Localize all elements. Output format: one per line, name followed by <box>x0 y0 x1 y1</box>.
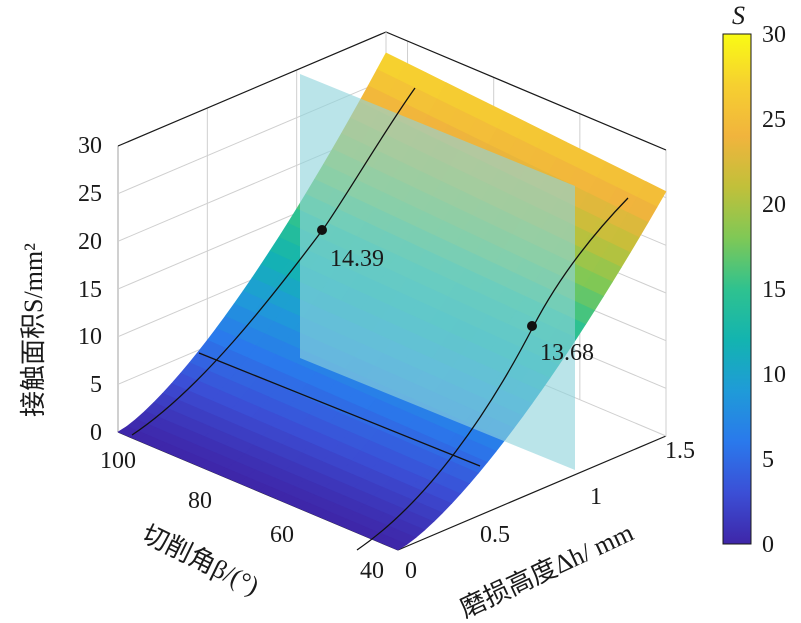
data-point-label: 13.68 <box>540 340 594 366</box>
colorbar-ticks: 0 5 10 15 20 25 30 <box>762 22 786 558</box>
data-point <box>317 225 327 235</box>
colorbar-tick-label: 5 <box>762 447 774 473</box>
surface-curves <box>131 87 629 551</box>
annotation-points: 14.39 13.68 <box>317 225 594 366</box>
z-tick-label: 5 <box>90 372 102 398</box>
colorbar-bar <box>722 33 752 545</box>
y-axis-title: 切削角β/(°) <box>137 519 263 600</box>
x-tick-label: 1.5 <box>665 438 695 464</box>
x-tick-label: 0.5 <box>480 522 510 548</box>
x-tick-label: 0 <box>405 558 417 584</box>
z-axis-title: 接触面积S/mm² <box>19 243 48 417</box>
x-tick-label: 1 <box>590 484 602 510</box>
curve-beta-100 <box>131 87 416 436</box>
z-tick-label: 25 <box>78 181 102 207</box>
section-plane <box>300 74 575 470</box>
colorbar-tick-label: 10 <box>762 362 786 388</box>
colorbar-tick-label: 20 <box>762 192 786 218</box>
colorbar-tick-label: 30 <box>762 22 786 48</box>
y-tick-label: 60 <box>270 522 294 548</box>
surface-patch <box>377 535 408 551</box>
z-tick-label: 20 <box>78 229 102 255</box>
colorbar-title: S <box>732 1 745 30</box>
x-axis-line <box>397 435 667 551</box>
z-tick-label: 0 <box>90 420 102 446</box>
z-tick-label: 10 <box>78 324 102 350</box>
z-tick-label: 15 <box>78 277 102 303</box>
y-tick-label: 100 <box>100 448 136 474</box>
colorbar-tick-label: 0 <box>762 532 774 558</box>
y-tick-labels: 100 80 60 40 <box>100 448 384 584</box>
y-tick-label: 80 <box>188 488 212 514</box>
data-point-label: 14.39 <box>330 246 384 272</box>
colorbar: S 0 5 10 15 20 25 30 <box>722 1 786 558</box>
y-tick-label: 40 <box>360 558 384 584</box>
x-tick-labels: 0 0.5 1 1.5 <box>405 438 695 584</box>
top-edge <box>117 31 387 147</box>
top-edge <box>385 31 667 151</box>
zero-level-line <box>198 352 481 467</box>
z-tick-label: 30 <box>78 133 102 159</box>
colorbar-tick-label: 25 <box>762 107 786 133</box>
curve-beta-45 <box>356 197 629 551</box>
data-point <box>527 321 537 331</box>
z-tick-labels: 0 5 10 15 20 25 30 <box>78 133 102 446</box>
colorbar-tick-label: 15 <box>762 277 786 303</box>
